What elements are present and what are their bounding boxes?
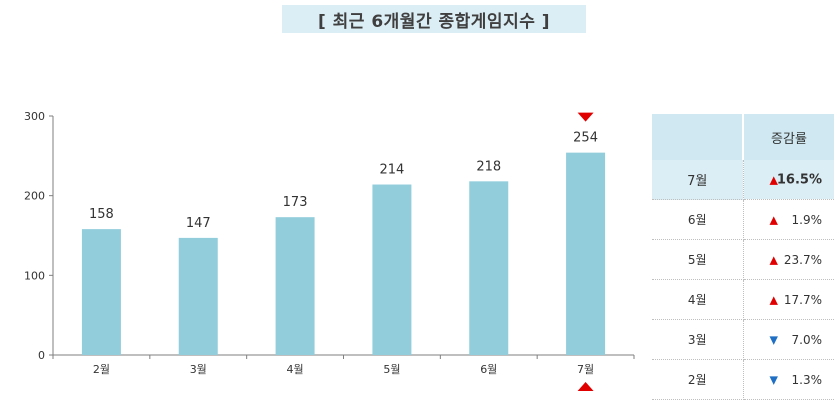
bar-chart: 0 100 200 300 158 2월 147 3월 173 4월 214 5월 218 6월 254 7월 bbox=[24, 110, 635, 391]
bar bbox=[81, 229, 121, 355]
up-marker-triangle bbox=[577, 382, 594, 391]
data-label: 147 bbox=[186, 216, 211, 231]
row-rate: 17.7% bbox=[783, 292, 822, 307]
bar bbox=[275, 217, 315, 355]
y-tick-label: 0 bbox=[38, 349, 45, 362]
data-label: 254 bbox=[573, 131, 598, 146]
x-tick-label: 4월 bbox=[287, 363, 304, 376]
chart-title: [ 최근 6개월간 종합게임지수 ] bbox=[317, 11, 551, 32]
x-tick-label: 3월 bbox=[190, 363, 207, 376]
bar bbox=[178, 237, 218, 355]
row-change: ▲ 23.7% bbox=[743, 239, 834, 280]
y-tick-label: 100 bbox=[24, 269, 45, 282]
table-row: 4월 ▲ 17.7% bbox=[652, 279, 834, 320]
table-row: 2월 ▼ 1.3% bbox=[652, 359, 834, 400]
row-month: 3월 bbox=[652, 319, 744, 360]
y-tick-label: 200 bbox=[24, 190, 45, 203]
table-row: 7월 ▲ 16.5% bbox=[652, 160, 834, 200]
row-rate: 1.3% bbox=[791, 372, 823, 387]
row-month: 5월 bbox=[652, 239, 744, 280]
data-label: 218 bbox=[476, 159, 501, 174]
up-arrow-icon: ▲ bbox=[769, 293, 778, 306]
x-tick-label: 7월 bbox=[577, 363, 594, 376]
row-change: ▲ 17.7% bbox=[743, 279, 834, 320]
table-row: 5월 ▲ 23.7% bbox=[652, 239, 834, 280]
down-arrow-icon: ▼ bbox=[769, 373, 778, 386]
data-label: 158 bbox=[89, 207, 114, 222]
change-rate-table: 증감률 7월 ▲ 16.5% 6월 ▲ 1.9% 5월 ▲ 23.7% 4월 ▲ 17.7% 3월 ▼ 7.… bbox=[652, 114, 834, 400]
header-change-rate: 증감률 bbox=[742, 114, 834, 160]
x-tick-label: 5월 bbox=[383, 363, 400, 376]
x-tick-label: 6월 bbox=[480, 363, 497, 376]
row-month: 7월 bbox=[652, 160, 744, 200]
down-marker-triangle bbox=[577, 112, 594, 122]
row-month: 6월 bbox=[652, 199, 744, 240]
row-change: ▼ 1.3% bbox=[743, 359, 834, 400]
table-row: 3월 ▼ 7.0% bbox=[652, 319, 834, 360]
row-month: 4월 bbox=[652, 279, 744, 320]
chart-title-box: [ 최근 6개월간 종합게임지수 ] bbox=[282, 5, 586, 33]
up-arrow-icon: ▲ bbox=[769, 173, 778, 186]
up-arrow-icon: ▲ bbox=[769, 253, 778, 266]
row-rate: 16.5% bbox=[776, 172, 822, 187]
y-tick-label: 300 bbox=[24, 110, 45, 123]
row-change: ▼ 7.0% bbox=[743, 319, 834, 360]
data-label: 173 bbox=[283, 195, 308, 210]
table-header-row: 증감률 bbox=[652, 114, 834, 160]
bar bbox=[372, 184, 412, 355]
row-month: 2월 bbox=[652, 359, 744, 400]
table-row: 6월 ▲ 1.9% bbox=[652, 199, 834, 240]
header-empty-cell bbox=[652, 114, 743, 160]
down-arrow-icon: ▼ bbox=[769, 333, 778, 346]
row-change: ▲ 16.5% bbox=[743, 160, 834, 200]
row-rate: 7.0% bbox=[791, 332, 823, 347]
row-rate: 23.7% bbox=[783, 252, 822, 267]
up-arrow-icon: ▲ bbox=[769, 213, 778, 226]
data-label: 214 bbox=[380, 163, 405, 178]
row-change: ▲ 1.9% bbox=[743, 199, 834, 240]
bar bbox=[566, 152, 606, 355]
row-rate: 1.9% bbox=[791, 212, 823, 227]
bar bbox=[469, 181, 509, 355]
x-tick-label: 2월 bbox=[93, 363, 110, 376]
